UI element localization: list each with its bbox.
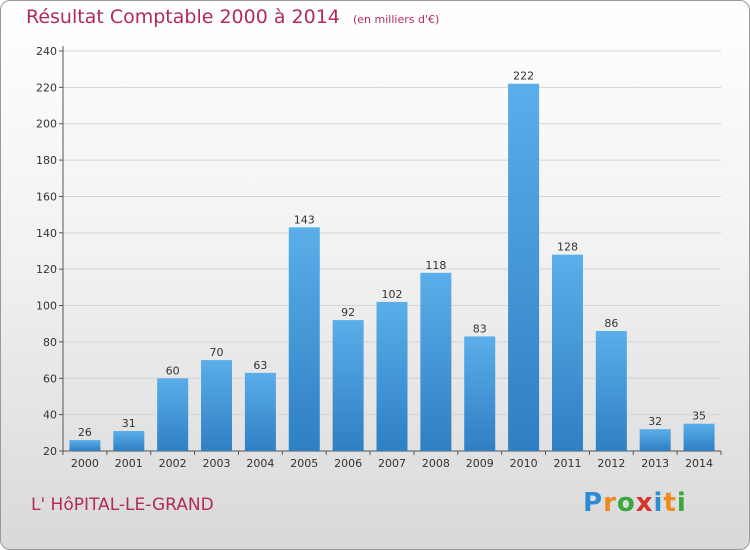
x-tick-label: 2007 (378, 457, 406, 470)
bar-2014 (683, 423, 715, 451)
y-tick-label: 40 (43, 409, 57, 422)
y-tick-label: 180 (36, 154, 57, 167)
x-tick-label: 2008 (422, 457, 450, 470)
value-label: 86 (604, 317, 618, 330)
chart-title: Résultat Comptable 2000 à 2014 (26, 6, 340, 28)
y-tick-label: 240 (36, 45, 57, 58)
y-tick-label: 200 (36, 118, 57, 131)
bar-2006 (332, 320, 364, 451)
logo-letter: i (653, 488, 664, 518)
bar-2003 (201, 360, 233, 451)
x-tick-label: 2003 (203, 457, 231, 470)
bar-2012 (595, 331, 627, 451)
value-label: 83 (473, 322, 487, 335)
bar-2007 (376, 301, 408, 451)
x-tick-label: 2011 (553, 457, 581, 470)
x-tick-label: 2013 (641, 457, 669, 470)
value-label: 70 (210, 346, 224, 359)
bar-2009 (464, 336, 496, 451)
x-tick-label: 2001 (115, 457, 143, 470)
y-tick-label: 80 (43, 336, 57, 349)
x-tick-label: 2006 (334, 457, 362, 470)
proxiti-logo: Proxiti (583, 488, 687, 518)
logo-letter: o (616, 488, 636, 518)
x-tick-label: 2004 (246, 457, 274, 470)
value-label: 102 (382, 288, 403, 301)
value-label: 92 (341, 306, 355, 319)
x-tick-label: 2005 (290, 457, 318, 470)
bars (69, 83, 715, 452)
x-tick-label: 2002 (159, 457, 187, 470)
value-label: 35 (692, 410, 706, 423)
value-label: 222 (513, 70, 534, 83)
x-tick-label: 2010 (510, 457, 538, 470)
bar-2000 (69, 440, 101, 451)
logo-letter: i (676, 488, 687, 518)
y-tick-label: 100 (36, 300, 57, 313)
x-tick-label: 2014 (685, 457, 713, 470)
value-label: 128 (557, 241, 578, 254)
y-tick-label: 160 (36, 190, 57, 203)
bar-2008 (420, 272, 452, 451)
bar-2001 (113, 431, 145, 451)
bar-2010 (508, 83, 540, 452)
logo-letter: x (635, 488, 654, 518)
x-tick-label: 2009 (466, 457, 494, 470)
logo-letter: P (583, 488, 604, 518)
y-tick-label: 120 (36, 263, 57, 276)
bar-2011 (551, 254, 583, 451)
bar-2004 (244, 372, 276, 451)
value-label: 26 (78, 426, 92, 439)
chart-subtitle: (en milliers d'€) (352, 13, 440, 26)
logo-letter: r (603, 488, 617, 518)
value-label: 31 (122, 417, 136, 430)
commune-name: L' HôPITAL-LE-GRAND (31, 495, 214, 515)
logo-letter: t (663, 488, 677, 518)
value-label: 60 (166, 364, 180, 377)
x-tick-label: 2012 (597, 457, 625, 470)
y-tick-label: 20 (43, 445, 57, 458)
bar-2005 (288, 227, 320, 451)
y-tick-label: 60 (43, 372, 57, 385)
value-label: 143 (294, 213, 315, 226)
bar-2002 (157, 378, 189, 451)
value-label: 63 (253, 359, 267, 372)
title-row: Résultat Comptable 2000 à 2014 (en milli… (26, 6, 439, 28)
value-label: 118 (425, 259, 446, 272)
labels: 20 40 60 80 100 120 140 160 180 200 220 240 26 2000 31… (36, 45, 713, 470)
y-tick-label: 220 (36, 81, 57, 94)
y-tick-label: 140 (36, 227, 57, 240)
x-tick-label: 2000 (71, 457, 99, 470)
value-label: 32 (648, 415, 662, 428)
bar-2013 (639, 429, 671, 451)
